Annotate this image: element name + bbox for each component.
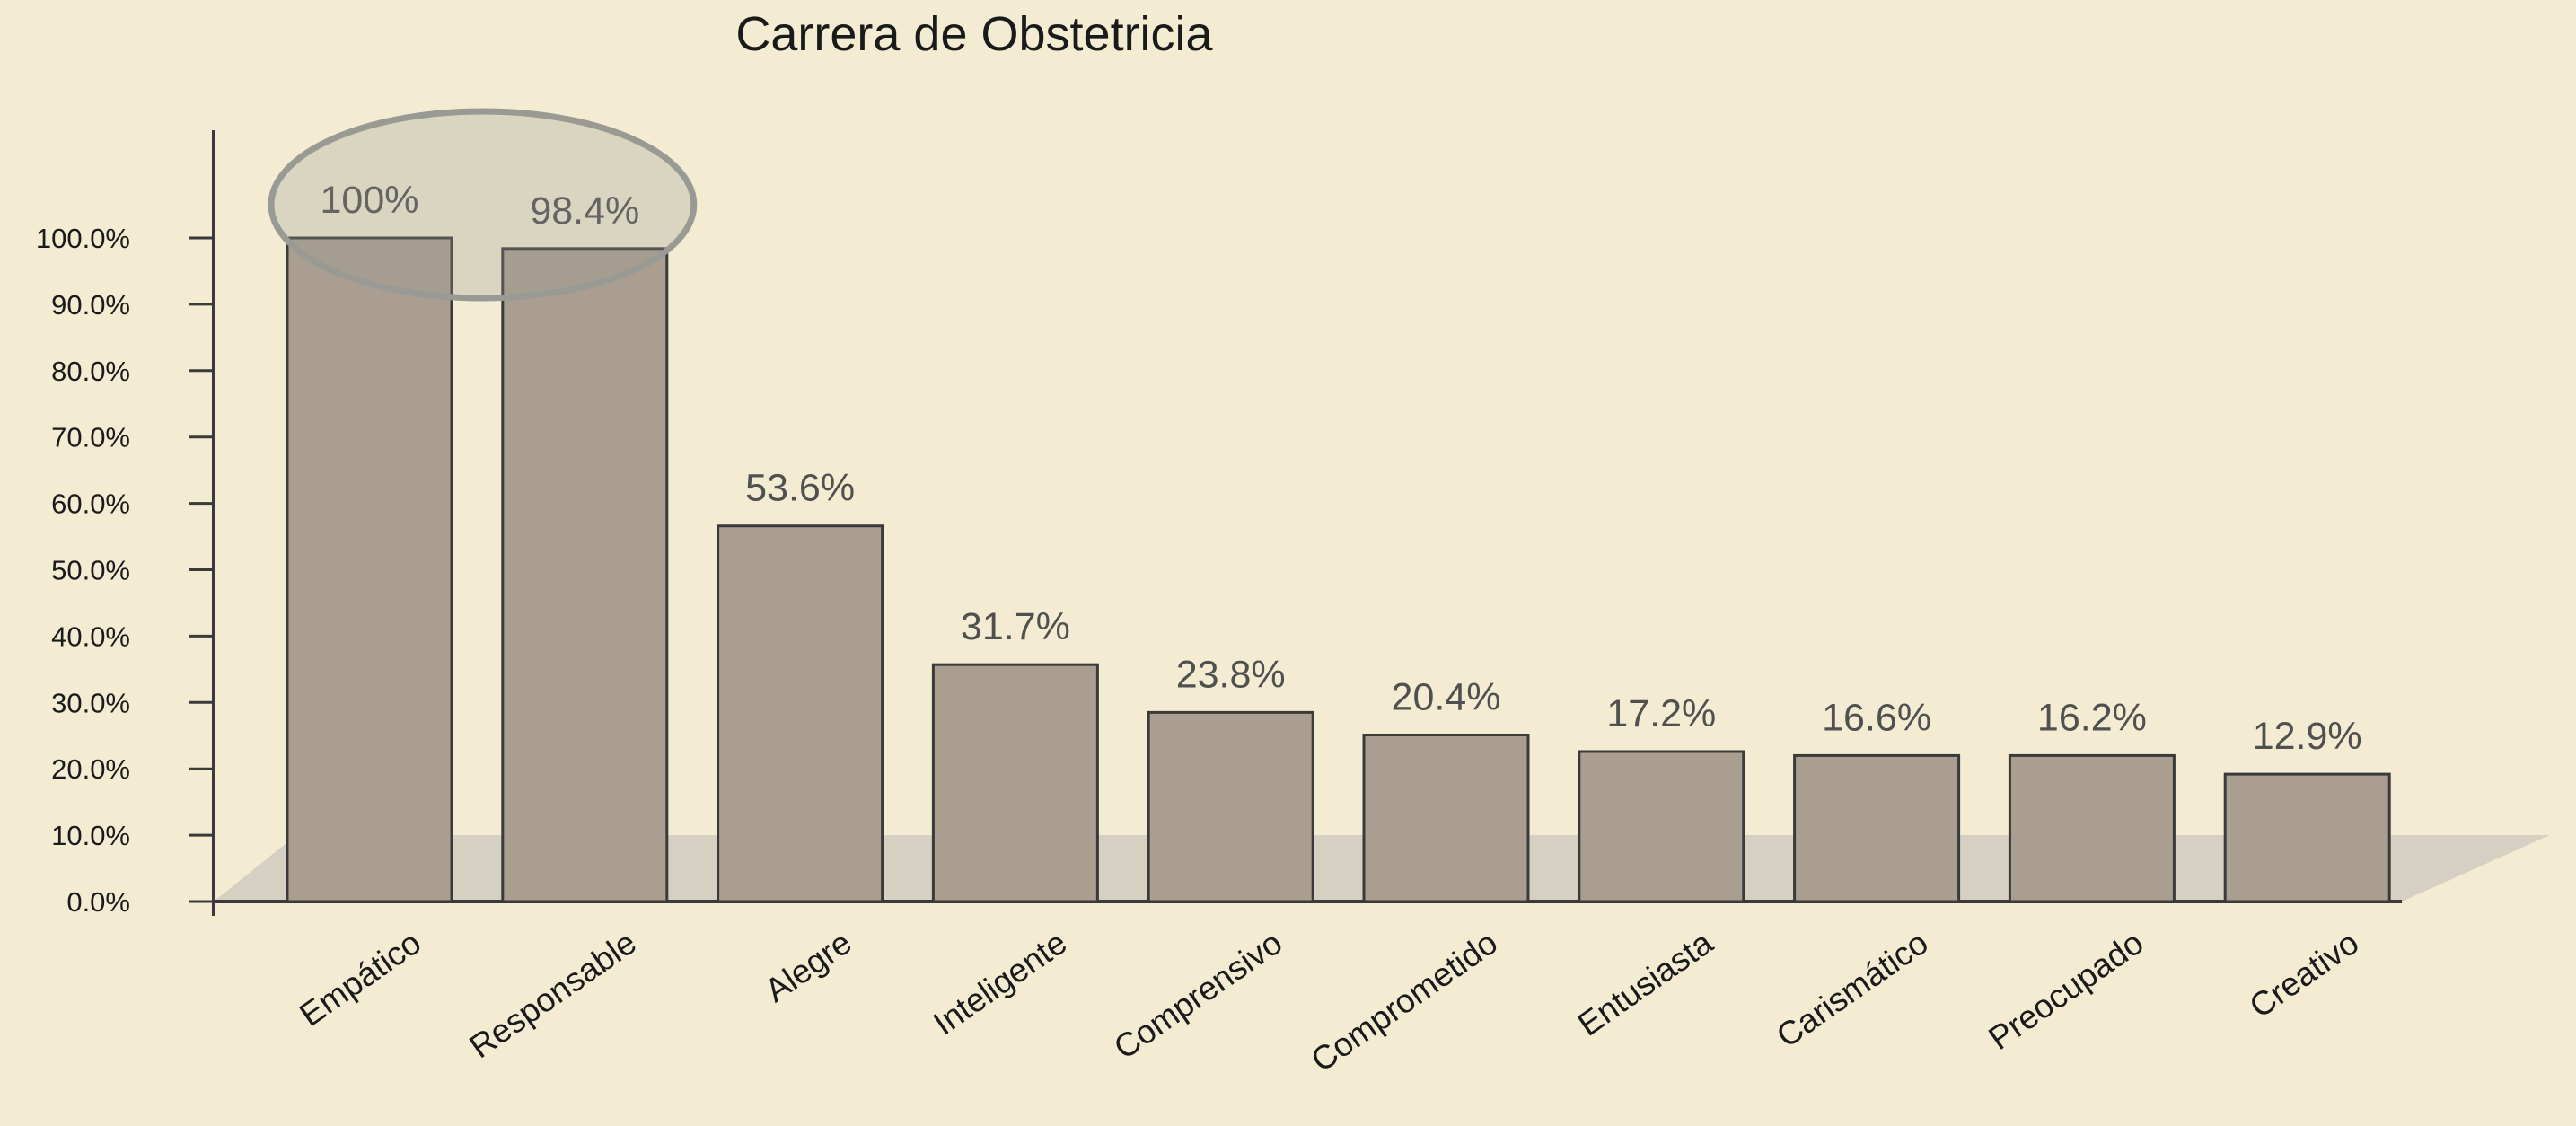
bar — [286, 236, 453, 903]
x-tick-label: Creativo — [2243, 924, 2365, 1025]
y-tick-label: 90.0% — [51, 289, 130, 321]
x-tick-label: Comprometido — [1305, 924, 1504, 1079]
bar-value-label: 16.2% — [2037, 696, 2147, 739]
chart-highlight-layer — [268, 108, 698, 302]
bar — [1793, 753, 1961, 903]
bar — [931, 663, 1099, 903]
bar-value-label: 16.6% — [1822, 696, 1931, 739]
chart-axis-layer: 0.0% 10.0% 20.0% 30.0% 40.0% 50.0% 60.0% 70.0% 8… — [36, 130, 2402, 918]
y-tick-label: 70.0% — [51, 422, 130, 453]
bar — [2008, 753, 2176, 903]
x-tick-label: Preocupado — [1983, 924, 2150, 1057]
y-tick-label: 80.0% — [51, 356, 130, 387]
bar-value-label: 20.4% — [1392, 676, 1501, 719]
x-tick-label: Entusiasta — [1571, 924, 1719, 1043]
y-tick-label: 40.0% — [51, 620, 130, 652]
bar-value-label: 98.4% — [530, 189, 639, 233]
y-tick-label: 20.0% — [51, 753, 130, 785]
y-tick-label: 0.0% — [66, 886, 130, 918]
y-tick-label: 60.0% — [51, 488, 130, 520]
x-tick-label: Empático — [293, 924, 427, 1034]
bar-value-label: 53.6% — [745, 467, 855, 510]
bar-value-label: 100% — [321, 179, 419, 222]
y-tick-label: 100.0% — [36, 223, 130, 254]
bar — [1147, 710, 1314, 903]
x-tick-label: Carismático — [1770, 924, 1935, 1055]
chart-bars-layer — [286, 236, 2391, 903]
bar-value-label: 31.7% — [961, 605, 1070, 648]
bar — [2223, 772, 2391, 903]
chart-title: Carrera de Obstetricia — [735, 7, 1213, 61]
x-tick-label: Comprensivo — [1107, 924, 1288, 1067]
x-tick-label: Alegre — [759, 924, 858, 1009]
bar-value-label: 23.8% — [1176, 653, 1286, 696]
highlight-ellipse — [268, 108, 698, 302]
y-tick-label: 30.0% — [51, 687, 130, 718]
y-tick-label: 10.0% — [51, 820, 130, 851]
x-tick-label: Inteligente — [927, 924, 1073, 1042]
bar — [1578, 750, 1745, 903]
bar — [717, 524, 884, 903]
x-tick-label: Responsable — [462, 924, 642, 1065]
bar — [1362, 734, 1530, 903]
bar-value-label: 12.9% — [2253, 715, 2362, 758]
y-tick-label: 50.0% — [51, 555, 130, 586]
bar-value-label: 17.2% — [1606, 692, 1716, 735]
bar — [501, 247, 669, 903]
